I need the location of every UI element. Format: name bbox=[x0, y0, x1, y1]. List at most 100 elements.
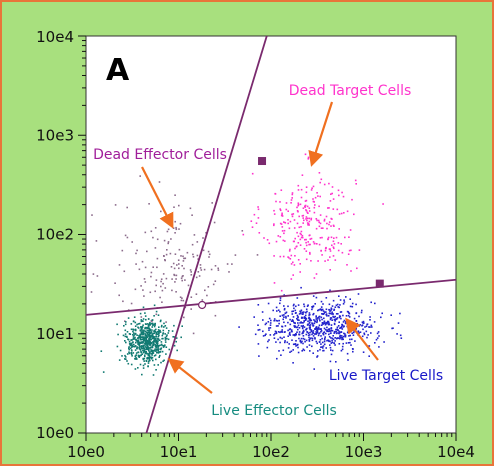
data-point bbox=[144, 335, 147, 337]
data-point bbox=[176, 349, 178, 352]
data-point bbox=[335, 361, 337, 363]
data-point bbox=[283, 314, 285, 316]
panel-label: A bbox=[106, 53, 130, 88]
data-point bbox=[300, 196, 303, 199]
data-point bbox=[307, 158, 310, 160]
data-point bbox=[213, 221, 216, 224]
data-point bbox=[301, 325, 304, 328]
population-3 bbox=[100, 304, 183, 376]
data-point bbox=[155, 369, 157, 371]
data-point bbox=[316, 219, 318, 222]
gate-line-0[interactable] bbox=[145, 35, 268, 434]
data-point bbox=[122, 334, 125, 337]
data-point bbox=[151, 354, 153, 356]
data-point bbox=[374, 342, 376, 344]
data-point bbox=[180, 277, 183, 280]
gate-handle[interactable] bbox=[375, 279, 384, 288]
data-point bbox=[257, 324, 259, 326]
data-point bbox=[352, 334, 355, 336]
data-point bbox=[196, 241, 199, 243]
data-point bbox=[342, 314, 344, 317]
data-point bbox=[330, 337, 332, 339]
data-point bbox=[303, 326, 306, 328]
data-point bbox=[293, 227, 296, 229]
data-point bbox=[288, 343, 290, 345]
data-point bbox=[228, 271, 230, 273]
data-point bbox=[341, 251, 344, 254]
data-point bbox=[152, 266, 154, 268]
data-point bbox=[273, 213, 276, 215]
data-point bbox=[158, 339, 161, 341]
data-point bbox=[340, 317, 342, 320]
data-point bbox=[144, 341, 147, 344]
data-point bbox=[330, 342, 333, 344]
data-point bbox=[382, 203, 384, 205]
data-point bbox=[292, 320, 294, 322]
data-point bbox=[309, 324, 312, 326]
data-point bbox=[275, 332, 278, 335]
data-point bbox=[146, 352, 148, 355]
data-point bbox=[214, 280, 217, 282]
data-point bbox=[399, 312, 401, 315]
data-point bbox=[297, 346, 299, 349]
data-point bbox=[173, 324, 175, 327]
data-point bbox=[345, 342, 348, 344]
data-point bbox=[143, 329, 145, 331]
data-point bbox=[275, 240, 278, 243]
data-point bbox=[133, 316, 136, 318]
data-point bbox=[338, 316, 341, 319]
data-point bbox=[156, 351, 158, 354]
data-point bbox=[332, 338, 335, 341]
data-point bbox=[159, 348, 162, 350]
data-point bbox=[289, 318, 291, 321]
data-points bbox=[90, 153, 403, 376]
data-point bbox=[238, 326, 240, 328]
data-point bbox=[142, 338, 145, 340]
data-point bbox=[320, 346, 322, 348]
gate-handle[interactable] bbox=[258, 157, 267, 166]
data-point bbox=[118, 264, 121, 266]
data-point bbox=[314, 338, 316, 340]
data-point bbox=[339, 299, 342, 301]
data-point bbox=[287, 305, 289, 308]
data-point bbox=[147, 325, 150, 327]
data-point bbox=[330, 313, 333, 315]
data-point bbox=[165, 321, 167, 323]
data-point bbox=[326, 323, 328, 325]
data-point bbox=[144, 333, 147, 335]
data-point bbox=[334, 315, 336, 318]
data-point bbox=[344, 334, 346, 337]
data-point bbox=[320, 178, 323, 181]
gate-line-1[interactable] bbox=[85, 278, 457, 316]
data-point bbox=[333, 332, 335, 334]
data-point bbox=[290, 263, 293, 265]
data-point bbox=[322, 333, 325, 336]
data-point bbox=[305, 216, 308, 218]
data-point bbox=[146, 344, 149, 347]
data-point bbox=[290, 254, 293, 257]
data-point bbox=[172, 336, 174, 338]
data-point bbox=[181, 275, 184, 278]
data-point bbox=[136, 249, 138, 252]
data-point bbox=[192, 256, 195, 258]
data-point bbox=[251, 226, 254, 228]
data-point bbox=[262, 335, 265, 337]
data-point bbox=[150, 275, 152, 278]
data-point bbox=[342, 335, 345, 338]
data-point bbox=[305, 186, 308, 188]
data-point bbox=[340, 349, 343, 352]
population-label: Live Target Cells bbox=[329, 368, 443, 384]
data-point bbox=[171, 289, 173, 292]
data-point bbox=[330, 317, 333, 319]
gate-intersection[interactable] bbox=[198, 300, 207, 310]
data-point bbox=[317, 195, 319, 197]
data-point bbox=[124, 329, 127, 332]
data-point bbox=[154, 322, 156, 325]
data-point bbox=[368, 326, 370, 328]
data-point bbox=[312, 352, 314, 354]
data-point bbox=[140, 346, 143, 349]
data-point bbox=[160, 319, 162, 322]
data-point bbox=[291, 310, 293, 313]
data-point bbox=[315, 340, 318, 343]
data-point bbox=[124, 234, 127, 237]
